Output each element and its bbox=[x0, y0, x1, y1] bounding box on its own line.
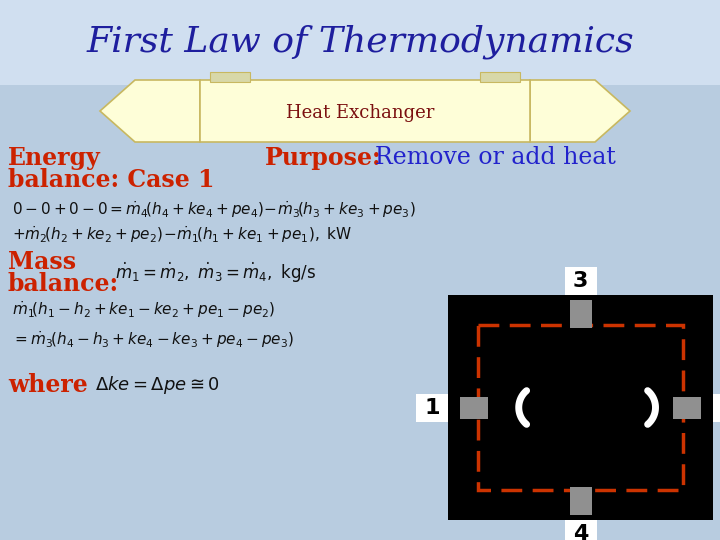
Bar bbox=[564, 520, 596, 540]
Text: 1: 1 bbox=[424, 397, 440, 417]
Bar bbox=[713, 394, 720, 422]
Polygon shape bbox=[100, 80, 200, 142]
Polygon shape bbox=[530, 80, 630, 142]
Text: $\dot{m}_1 = \dot{m}_2,\ \dot{m}_3 = \dot{m}_4,\ \mathrm{kg/s}$: $\dot{m}_1 = \dot{m}_2,\ \dot{m}_3 = \do… bbox=[115, 261, 316, 285]
Bar bbox=[673, 396, 701, 419]
Text: $\Delta ke = \Delta pe \cong 0$: $\Delta ke = \Delta pe \cong 0$ bbox=[95, 374, 220, 396]
Text: $\dot{m}_1\!\left(h_1-h_2+ke_1-ke_2+pe_1-pe_2\right)$: $\dot{m}_1\!\left(h_1-h_2+ke_1-ke_2+pe_1… bbox=[12, 300, 275, 320]
Bar bbox=[570, 487, 592, 515]
Bar bbox=[570, 300, 592, 328]
Bar bbox=[564, 267, 596, 295]
Bar bbox=[0, 85, 720, 540]
Text: Mass: Mass bbox=[8, 250, 76, 274]
Text: balance: Case 1: balance: Case 1 bbox=[8, 168, 215, 192]
Bar bbox=[448, 295, 713, 520]
Text: $=\dot{m}_3\!\left(h_4-h_3+ke_4-ke_3+pe_4-pe_3\right)$: $=\dot{m}_3\!\left(h_4-h_3+ke_4-ke_3+pe_… bbox=[12, 329, 294, 350]
Text: balance:: balance: bbox=[8, 272, 119, 296]
Bar bbox=[416, 394, 448, 422]
Text: $+\dot{m}_2\!\left(h_2+ke_2+pe_2\right)\!-\!\dot{m}_1\!\left(h_1+ke_1+pe_1\right: $+\dot{m}_2\!\left(h_2+ke_2+pe_2\right)\… bbox=[12, 225, 352, 246]
Text: $0-0+0-0 = \dot{m}_4\!\left(h_4+ke_4+pe_4\right)\!-\!\dot{m}_3\!\left(h_3+ke_3+p: $0-0+0-0 = \dot{m}_4\!\left(h_4+ke_4+pe_… bbox=[12, 200, 415, 220]
Text: 3: 3 bbox=[573, 271, 588, 291]
Bar bbox=[0, 0, 720, 85]
Text: First Law of Thermodynamics: First Law of Thermodynamics bbox=[86, 25, 634, 59]
Bar bbox=[200, 80, 530, 142]
Bar bbox=[478, 325, 683, 490]
Text: Heat Exchanger: Heat Exchanger bbox=[286, 104, 434, 122]
Text: 4: 4 bbox=[573, 524, 588, 540]
Bar bbox=[460, 396, 488, 419]
Text: where: where bbox=[8, 373, 88, 397]
Bar bbox=[480, 72, 520, 82]
Bar bbox=[210, 72, 250, 82]
Text: Purpose:: Purpose: bbox=[265, 146, 382, 170]
Text: Remove or add heat: Remove or add heat bbox=[375, 146, 616, 170]
Text: Energy: Energy bbox=[8, 146, 101, 170]
